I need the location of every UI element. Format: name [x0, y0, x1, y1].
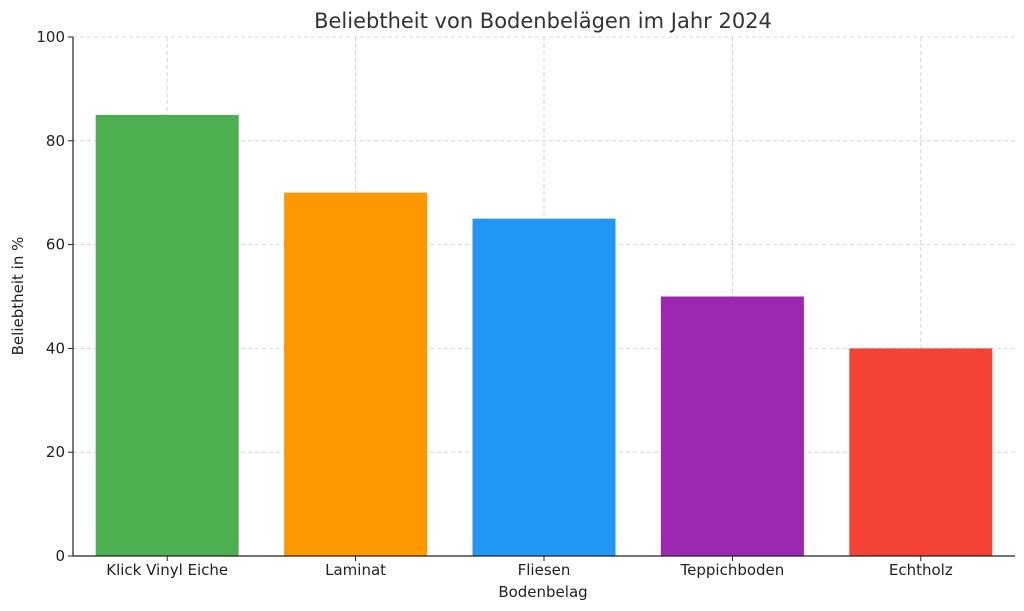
- chart-title: Beliebtheit von Bodenbelägen im Jahr 202…: [314, 9, 772, 33]
- y-tick-label: 40: [46, 339, 65, 357]
- x-tick-label: Laminat: [325, 561, 386, 579]
- x-tick-label: Echtholz: [889, 561, 953, 579]
- y-axis-label: Beliebtheit in %: [9, 237, 27, 356]
- y-tick-label: 20: [46, 443, 65, 461]
- y-tick-label: 80: [46, 132, 65, 150]
- bar: [849, 348, 993, 556]
- y-tick-label: 0: [55, 547, 65, 565]
- bar: [95, 114, 239, 556]
- y-tick-label: 100: [36, 28, 65, 46]
- y-ticks: 0 20 40 60 80 100: [36, 28, 73, 565]
- bar: [660, 296, 804, 556]
- x-ticks: Klick Vinyl Eiche Laminat Fliesen Teppichbo…: [106, 556, 953, 579]
- bars: [95, 114, 993, 556]
- bar: [284, 192, 428, 556]
- x-axis-label: Bodenbelag: [498, 583, 587, 601]
- bar: [472, 218, 616, 556]
- x-tick-label: Klick Vinyl Eiche: [106, 561, 228, 579]
- y-tick-label: 60: [46, 236, 65, 254]
- x-tick-label: Fliesen: [518, 561, 571, 579]
- x-tick-label: Teppichboden: [680, 561, 785, 579]
